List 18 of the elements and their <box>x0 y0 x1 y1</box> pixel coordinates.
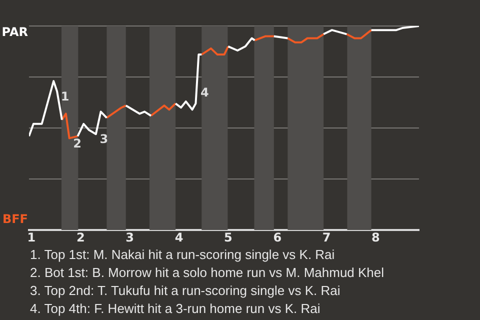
x-tick-label: 6 <box>273 230 282 244</box>
annotation: 3 <box>100 132 108 146</box>
x-tick-label: 5 <box>224 230 232 244</box>
annotation: 1 <box>60 89 70 104</box>
x-tick-label: 7 <box>322 230 331 244</box>
x-tick-label: 1 <box>27 230 36 244</box>
x-tick-label: 3 <box>126 230 134 244</box>
text: 4. Top 4th: F. Hewitt hit a 3-run home run vs K. Rai <box>30 300 322 318</box>
x-tick-label: 4 <box>174 230 184 244</box>
text: 2. Bot 1st: B. Morrow hit a solo home run vs M. Mahmud Khel <box>30 264 386 282</box>
text: BFF <box>2 212 28 226</box>
annotation: 4 <box>200 85 209 100</box>
text: PAR <box>2 25 28 40</box>
x-tick-label: 2 <box>76 230 85 244</box>
annotation: 2 <box>73 136 82 150</box>
x-tick-label: 8 <box>372 230 380 244</box>
text: 1. Top 1st: M. Nakai hit a run-scoring single vs K. Rai <box>30 246 336 264</box>
text: 3. Top 2nd: T. Tukufu hit a run-scoring single vs K. Rai <box>30 282 342 300</box>
